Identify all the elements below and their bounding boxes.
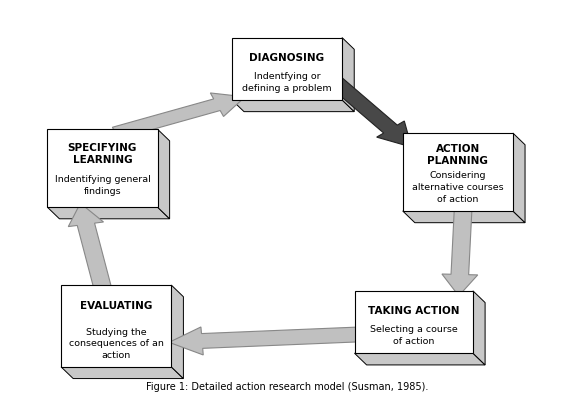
Text: Studying the
consequences of an
action: Studying the consequences of an action xyxy=(69,328,164,360)
Polygon shape xyxy=(513,133,525,223)
Text: EVALUATING: EVALUATING xyxy=(80,300,152,310)
Polygon shape xyxy=(157,129,170,219)
Polygon shape xyxy=(68,203,111,290)
Polygon shape xyxy=(355,353,485,365)
Text: DIAGNOSING: DIAGNOSING xyxy=(250,52,324,62)
Polygon shape xyxy=(113,93,245,139)
Polygon shape xyxy=(61,367,184,379)
Polygon shape xyxy=(403,211,525,223)
FancyBboxPatch shape xyxy=(47,129,157,207)
Text: Considering
alternative courses
of action: Considering alternative courses of actio… xyxy=(412,171,503,204)
Text: Indentifying general
findings: Indentifying general findings xyxy=(55,175,150,196)
Text: TAKING ACTION: TAKING ACTION xyxy=(368,306,460,316)
Polygon shape xyxy=(232,100,354,111)
Text: Indentfying or
defining a problem: Indentfying or defining a problem xyxy=(242,72,332,93)
Text: Selecting a course
of action: Selecting a course of action xyxy=(370,326,457,346)
Polygon shape xyxy=(47,207,170,219)
Polygon shape xyxy=(324,74,412,147)
Text: SPECIFYING
LEARNING: SPECIFYING LEARNING xyxy=(68,143,137,166)
Polygon shape xyxy=(171,285,184,379)
Polygon shape xyxy=(342,38,354,111)
FancyBboxPatch shape xyxy=(355,291,473,353)
Text: Figure 1: Detailed action research model (Susman, 1985).: Figure 1: Detailed action research model… xyxy=(146,382,428,392)
Text: ACTION
PLANNING: ACTION PLANNING xyxy=(428,144,488,166)
FancyBboxPatch shape xyxy=(232,38,342,100)
Polygon shape xyxy=(473,291,485,365)
Polygon shape xyxy=(169,327,358,355)
FancyBboxPatch shape xyxy=(403,133,513,211)
FancyBboxPatch shape xyxy=(61,285,171,367)
Polygon shape xyxy=(442,204,478,296)
